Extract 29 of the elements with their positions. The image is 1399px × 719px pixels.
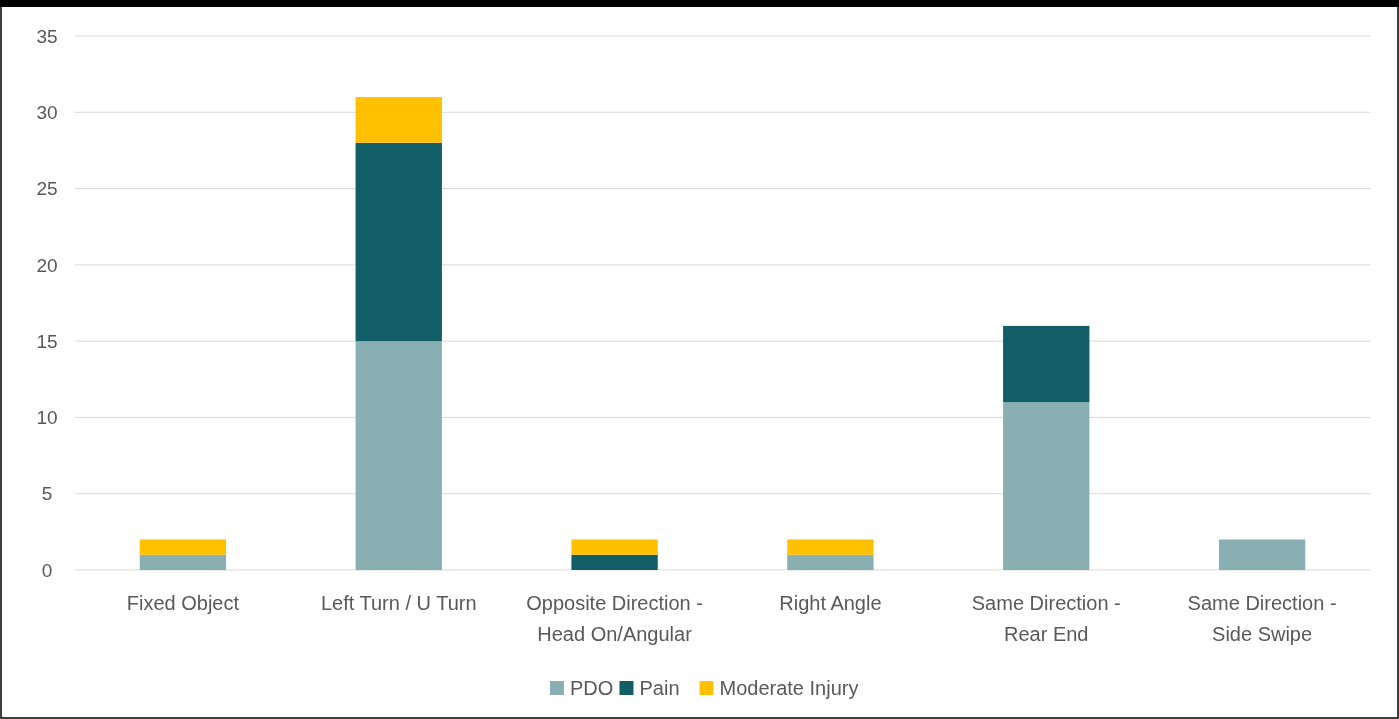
x-tick-label: Opposite Direction - Head On/Angular — [526, 592, 703, 645]
legend-label: Pain — [639, 677, 680, 699]
bar — [571, 539, 658, 555]
x-tick-label: Same Direction - Side Swipe — [1187, 592, 1337, 645]
bar — [139, 539, 227, 555]
x-tick-label: Right Angle — [779, 592, 882, 614]
legend-label: PDO — [570, 677, 614, 699]
bar — [1218, 539, 1306, 570]
bar — [139, 554, 227, 570]
bar — [1003, 402, 1090, 570]
bar — [571, 554, 658, 570]
bar — [355, 341, 442, 570]
y-tick-label: 5 — [41, 483, 53, 505]
x-tick-label: Fixed Object — [126, 592, 240, 614]
y-tick-label: 25 — [36, 178, 58, 200]
y-tick-label: 20 — [36, 254, 58, 276]
legend-label: Moderate Injury — [719, 677, 859, 699]
x-tick-label: Same Direction - Rear End — [971, 592, 1121, 645]
bar — [787, 539, 874, 555]
y-tick-label: 30 — [36, 101, 58, 123]
bar — [787, 554, 874, 570]
y-tick-label: 10 — [36, 407, 58, 429]
x-tick-label: Left Turn / U Turn — [320, 592, 477, 614]
y-tick-label: 35 — [36, 25, 58, 47]
bar — [355, 142, 442, 342]
y-tick-label: 0 — [41, 559, 53, 581]
bar — [1003, 325, 1090, 403]
y-tick-label: 15 — [36, 330, 58, 352]
bar — [355, 97, 442, 143]
